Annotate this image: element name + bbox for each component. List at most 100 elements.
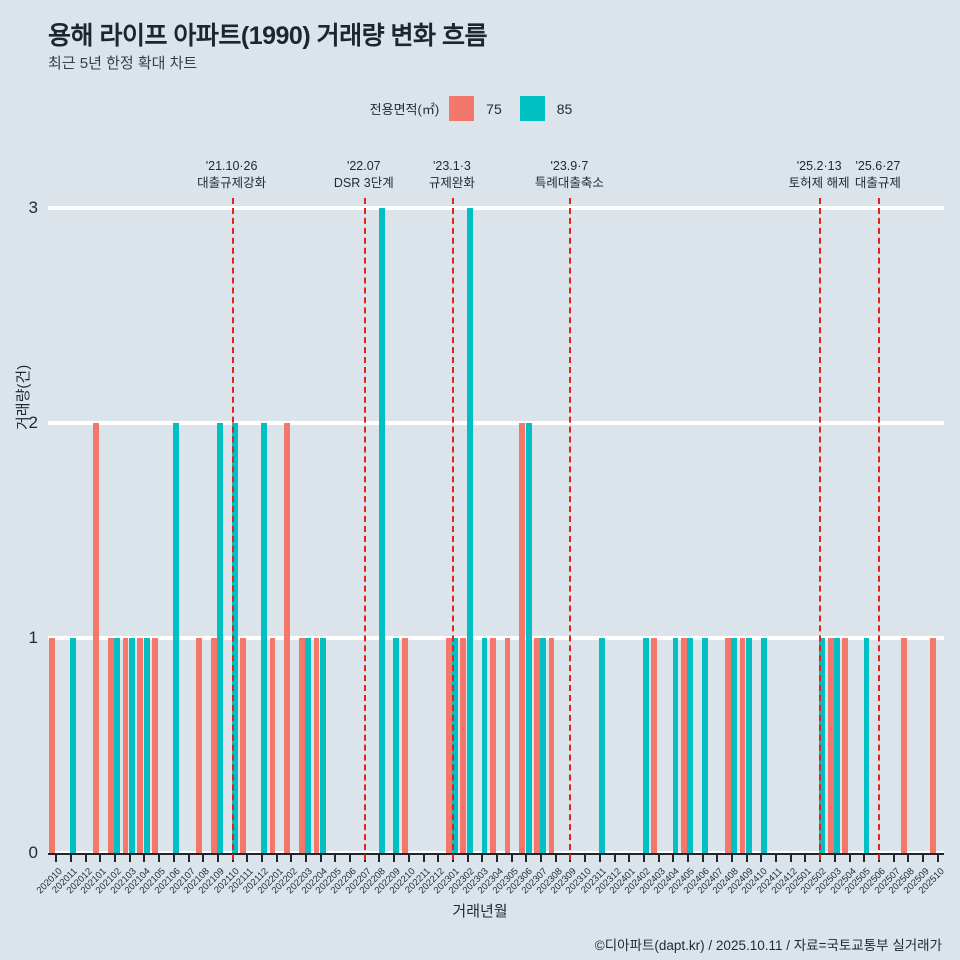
x-tick [114,853,117,862]
x-tick [349,853,352,862]
bar[interactable] [548,638,555,853]
x-tick [731,853,734,862]
bar[interactable] [151,638,158,853]
bar[interactable] [137,638,144,853]
bar[interactable] [651,638,658,853]
bar[interactable] [731,638,738,853]
bar[interactable] [672,638,679,853]
x-tick [275,853,278,862]
bar[interactable] [393,638,400,853]
bar[interactable] [70,638,77,853]
y-tick-label: 1 [28,628,38,647]
bar[interactable] [525,423,532,853]
bar[interactable] [863,638,870,853]
bar[interactable] [540,638,547,853]
event-line [363,198,366,860]
x-tick [804,853,807,862]
x-tick [613,853,616,862]
legend-label-75: 75 [486,100,502,117]
bar[interactable] [489,638,496,853]
bar[interactable] [724,638,731,853]
event-name: 토허제 해제 [788,176,850,190]
x-tick [158,853,161,862]
x-tick [128,853,131,862]
bar[interactable] [217,423,224,853]
event-label: '23.1·3 규제완화 [429,158,475,192]
bar[interactable] [827,638,834,853]
bar[interactable] [760,638,767,853]
bar[interactable] [819,638,826,853]
bar[interactable] [298,638,305,853]
bar[interactable] [173,423,180,853]
bar[interactable] [320,638,326,853]
bar[interactable] [452,638,459,853]
bar[interactable] [466,208,473,853]
bar[interactable] [261,423,268,853]
bar[interactable] [122,638,129,853]
x-tick [701,853,704,862]
bar[interactable] [231,423,238,853]
bar[interactable] [445,638,452,853]
x-tick [657,853,660,862]
x-tick [775,853,778,862]
x-tick [789,853,792,862]
bar[interactable] [680,638,687,853]
event-name: 대출규제 [854,176,901,190]
bar[interactable] [901,638,907,853]
bar[interactable] [643,638,650,853]
bar[interactable] [93,423,100,853]
bar[interactable] [519,423,526,853]
bar[interactable] [313,638,320,853]
bar[interactable] [240,638,246,853]
x-tick [99,853,102,862]
bar[interactable] [305,638,312,853]
legend-item-85[interactable]: 85 [519,96,573,121]
x-tick [143,853,146,862]
x-tick [510,853,513,862]
bar[interactable] [107,638,114,853]
gridline [48,636,944,640]
event-line [819,198,822,860]
bar[interactable] [460,638,467,853]
event-line [877,198,880,860]
event-date: '23.1·3 [432,159,471,173]
legend-label-85: 85 [556,100,573,117]
bar[interactable] [196,638,202,853]
bar[interactable] [49,638,56,853]
bar[interactable] [687,638,694,853]
event-date: '21.10·26 [205,159,258,173]
x-axis-label: 거래년월 [452,903,508,920]
bar[interactable] [269,638,276,853]
legend-item-75[interactable]: 75 [449,96,502,121]
bar[interactable] [739,638,746,853]
event-line [451,198,454,860]
event-line [569,198,572,860]
x-tick [290,853,293,862]
bar[interactable] [745,638,752,853]
bar[interactable] [533,638,540,853]
bar[interactable] [504,638,511,853]
bar[interactable] [701,638,708,853]
gridline [48,206,944,210]
bar[interactable] [842,638,849,853]
event-label: '22.07 DSR 3단계 [334,158,394,192]
event-label: '21.10·26 대출규제강화 [197,158,266,192]
bar[interactable] [210,638,217,853]
bar[interactable] [114,638,121,853]
bar[interactable] [401,638,408,853]
bar[interactable] [378,208,385,853]
x-tick [481,853,484,862]
bar[interactable] [129,638,135,853]
bar[interactable] [481,638,488,853]
x-tick [686,853,689,862]
bar[interactable] [834,638,840,853]
bar[interactable] [143,638,150,853]
legend-title: 전용면적(㎡) [369,102,440,117]
event-date: '22.07 [346,159,381,173]
bar[interactable] [284,423,291,853]
bar[interactable] [599,638,605,853]
bar[interactable] [930,638,937,853]
x-tick [437,853,440,862]
x-tick [84,853,87,862]
